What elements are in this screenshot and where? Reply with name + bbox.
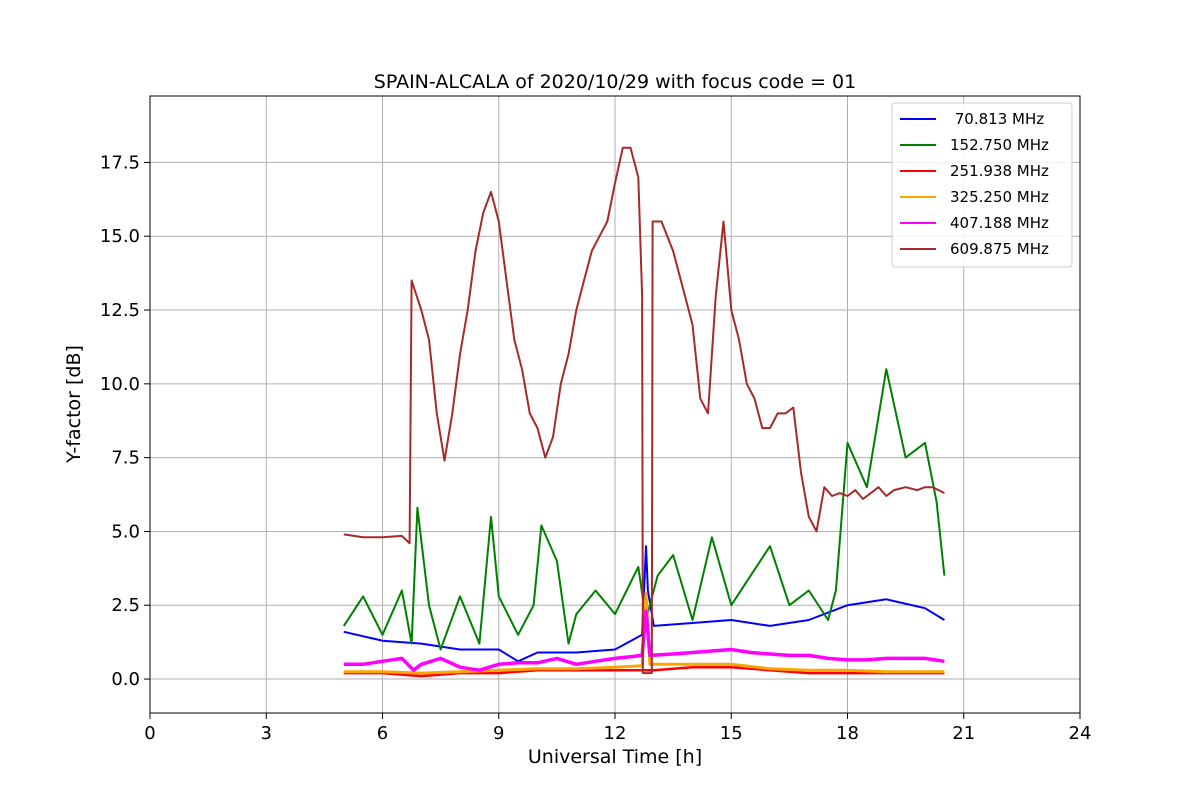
x-tick-label: 3	[261, 723, 272, 744]
y-tick-label: 0.0	[111, 669, 140, 690]
y-tick-label: 2.5	[111, 595, 140, 616]
legend: 70.813 MHz 152.750 MHz 251.938 MHz 325.250 …	[891, 102, 1073, 268]
series-layer	[342, 146, 946, 678]
y-axis-label: Y-factor [dB]	[63, 345, 85, 464]
y-axis: 0.0 2.5 5.0 7.5 10.0 12.5 15.0 17.5	[100, 152, 150, 690]
x-tick-label: 9	[493, 723, 504, 744]
chart-title: SPAIN-ALCALA of 2020/10/29 with focus co…	[374, 71, 856, 93]
x-tick-label: 0	[144, 723, 155, 744]
y-tick-label: 10.0	[100, 374, 140, 395]
y-tick-label: 5.0	[111, 521, 140, 542]
x-tick-label: 12	[604, 723, 627, 744]
y-tick-label: 7.5	[111, 448, 140, 469]
y-tick-label: 15.0	[100, 226, 140, 247]
legend-box	[891, 102, 1073, 268]
legend-label: 407.188 MHz	[950, 214, 1049, 232]
x-tick-label: 6	[377, 723, 388, 744]
series-line-0	[343, 545, 945, 663]
y-tick-label: 12.5	[100, 300, 140, 321]
series-line-4	[343, 609, 945, 672]
x-tick-label: 15	[720, 723, 743, 744]
legend-label: 251.938 MHz	[950, 162, 1049, 180]
x-axis-label: Universal Time [h]	[528, 746, 702, 768]
x-tick-label: 21	[952, 723, 975, 744]
series-line-5	[343, 146, 945, 675]
series-line-2	[343, 665, 945, 678]
legend-label: 609.875 MHz	[950, 240, 1049, 258]
x-tick-label: 24	[1069, 723, 1092, 744]
legend-label: 325.250 MHz	[950, 188, 1049, 206]
plot-area	[149, 95, 1081, 714]
x-tick-label: 18	[836, 723, 859, 744]
legend-label: 152.750 MHz	[950, 136, 1049, 154]
y-tick-label: 17.5	[100, 152, 140, 173]
series-line-1	[342, 368, 946, 651]
legend-label: 70.813 MHz	[950, 110, 1044, 128]
x-axis: 0 3 6 9 12 15 18 21 24	[144, 713, 1091, 744]
